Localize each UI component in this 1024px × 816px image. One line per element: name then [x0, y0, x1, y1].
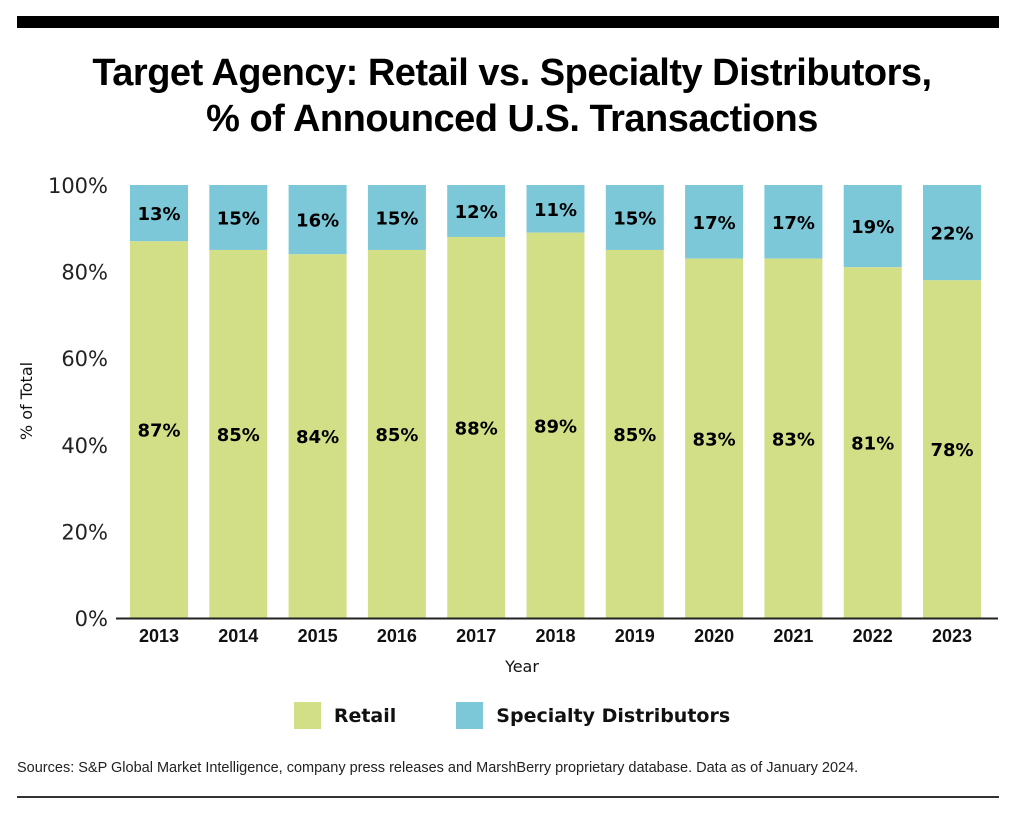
x-tick-label-2015: 2015	[298, 626, 338, 646]
legend-item-retail: Retail	[293, 702, 397, 729]
data-label-specialty-2014: 15%	[217, 208, 260, 229]
x-tick-label-2014: 2014	[218, 626, 258, 646]
data-label-specialty-2017: 12%	[455, 202, 498, 223]
legend-label-retail: Retail	[333, 704, 397, 727]
data-label-specialty-2021: 17%	[772, 213, 815, 234]
bottom-rule	[17, 796, 999, 798]
data-label-retail-2018: 89%	[534, 416, 577, 437]
x-tick-label-2021: 2021	[773, 626, 813, 646]
data-label-retail-2013: 87%	[137, 421, 180, 442]
data-label-specialty-2020: 17%	[693, 213, 736, 234]
data-label-specialty-2015: 16%	[296, 211, 339, 232]
x-tick-label-2016: 2016	[377, 626, 417, 646]
bar-retail-2019	[605, 249, 664, 618]
y-axis: 0% 20% 40% 60% 80% 100%	[48, 174, 108, 631]
x-tick-label-2023: 2023	[932, 626, 972, 646]
bar-specialty-2020	[685, 185, 744, 259]
data-label-retail-2022: 81%	[851, 434, 894, 455]
y-tick-label-60: 60%	[61, 347, 108, 371]
data-label-retail-2023: 78%	[930, 440, 973, 461]
bar-retail-2018	[526, 232, 585, 618]
bar-retail-2014	[209, 249, 268, 618]
data-label-specialty-2018: 11%	[534, 200, 577, 221]
data-label-specialty-2019: 15%	[613, 208, 656, 229]
chart-title-line-2: % of Announced U.S. Transactions	[206, 98, 818, 140]
bar-retail-2016	[367, 249, 426, 618]
bar-retail-2021	[764, 258, 823, 618]
bar-specialty-2019	[605, 185, 664, 250]
data-label-retail-2014: 85%	[217, 425, 260, 446]
data-label-retail-2016: 85%	[375, 425, 418, 446]
data-label-retail-2019: 85%	[613, 425, 656, 446]
x-tick-label-2019: 2019	[615, 626, 655, 646]
data-label-retail-2021: 83%	[772, 429, 815, 450]
chart-title: Target Agency: Retail vs. Specialty Dist…	[0, 50, 1024, 142]
source-note: Sources: S&P Global Market Intelligence,…	[17, 760, 859, 776]
x-tick-label-2013: 2013	[139, 626, 179, 646]
legend-swatch-retail	[293, 702, 321, 729]
data-label-specialty-2022: 19%	[851, 217, 894, 238]
bar-retail-2020	[685, 258, 744, 618]
bar-specialty-2014	[209, 185, 268, 250]
y-tick-label-40: 40%	[61, 434, 108, 458]
bar-specialty-2022	[843, 185, 902, 268]
bar-retail-2022	[843, 267, 902, 618]
y-tick-label-0: 0%	[75, 607, 108, 631]
data-label-retail-2015: 84%	[296, 427, 339, 448]
legend-item-specialty: Specialty Distributors	[456, 702, 730, 729]
data-label-retail-2020: 83%	[693, 429, 736, 450]
x-tick-label-2017: 2017	[456, 626, 496, 646]
data-label-retail-2017: 88%	[455, 418, 498, 439]
bar-specialty-2017	[447, 185, 506, 237]
bar-specialty-2015	[288, 185, 347, 255]
x-tick-label-2022: 2022	[853, 626, 893, 646]
stacked-bar-chart: 13% 87% 15% 85% 16% 84% 15% 85% 12% 88% 11% 89% 15% 8…	[17, 174, 998, 676]
bar-retail-2013	[130, 241, 188, 619]
y-tick-label-80: 80%	[61, 261, 108, 285]
bar-specialty-2016	[367, 185, 426, 250]
legend: Retail Specialty Distributors	[0, 702, 1024, 729]
bar-retail-2017	[447, 236, 506, 618]
data-label-specialty-2023: 22%	[930, 224, 973, 245]
legend-label-specialty: Specialty Distributors	[496, 704, 731, 727]
bar-specialty-2023	[923, 185, 981, 281]
data-label-specialty-2016: 15%	[375, 208, 418, 229]
bar-specialty-2018	[526, 185, 585, 233]
x-axis: 2013 2014 2015 2016 2017 2018 2019 2020 2021 2022…	[116, 617, 998, 646]
x-tick-label-2018: 2018	[535, 626, 575, 646]
data-label-specialty-2013: 13%	[137, 204, 180, 225]
y-tick-label-20: 20%	[61, 520, 108, 544]
y-tick-label-100: 100%	[48, 174, 108, 198]
x-axis-title: Year	[504, 657, 539, 676]
bar-specialty-2021	[764, 185, 823, 259]
bars-group: 13% 87% 15% 85% 16% 84% 15% 85% 12% 88% 11% 89% 15% 8…	[130, 185, 981, 619]
bar-retail-2023	[923, 280, 981, 618]
bar-retail-2015	[288, 254, 347, 618]
y-axis-title: % of Total	[17, 362, 36, 440]
legend-swatch-specialty	[456, 702, 484, 729]
chart-title-line-1: Target Agency: Retail vs. Specialty Dist…	[92, 52, 932, 94]
x-tick-label-2020: 2020	[694, 626, 734, 646]
bar-specialty-2013	[130, 185, 188, 242]
top-rule	[17, 16, 999, 28]
